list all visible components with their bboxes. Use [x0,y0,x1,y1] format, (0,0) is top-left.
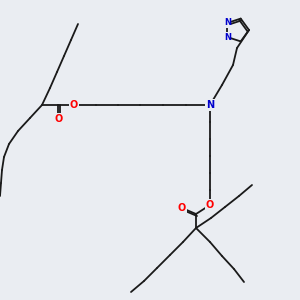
Text: N: N [224,18,231,27]
Text: O: O [206,200,214,210]
Text: O: O [55,114,63,124]
Text: N: N [224,33,231,42]
Text: O: O [178,203,186,213]
Text: N: N [206,100,214,110]
Text: O: O [70,100,78,110]
